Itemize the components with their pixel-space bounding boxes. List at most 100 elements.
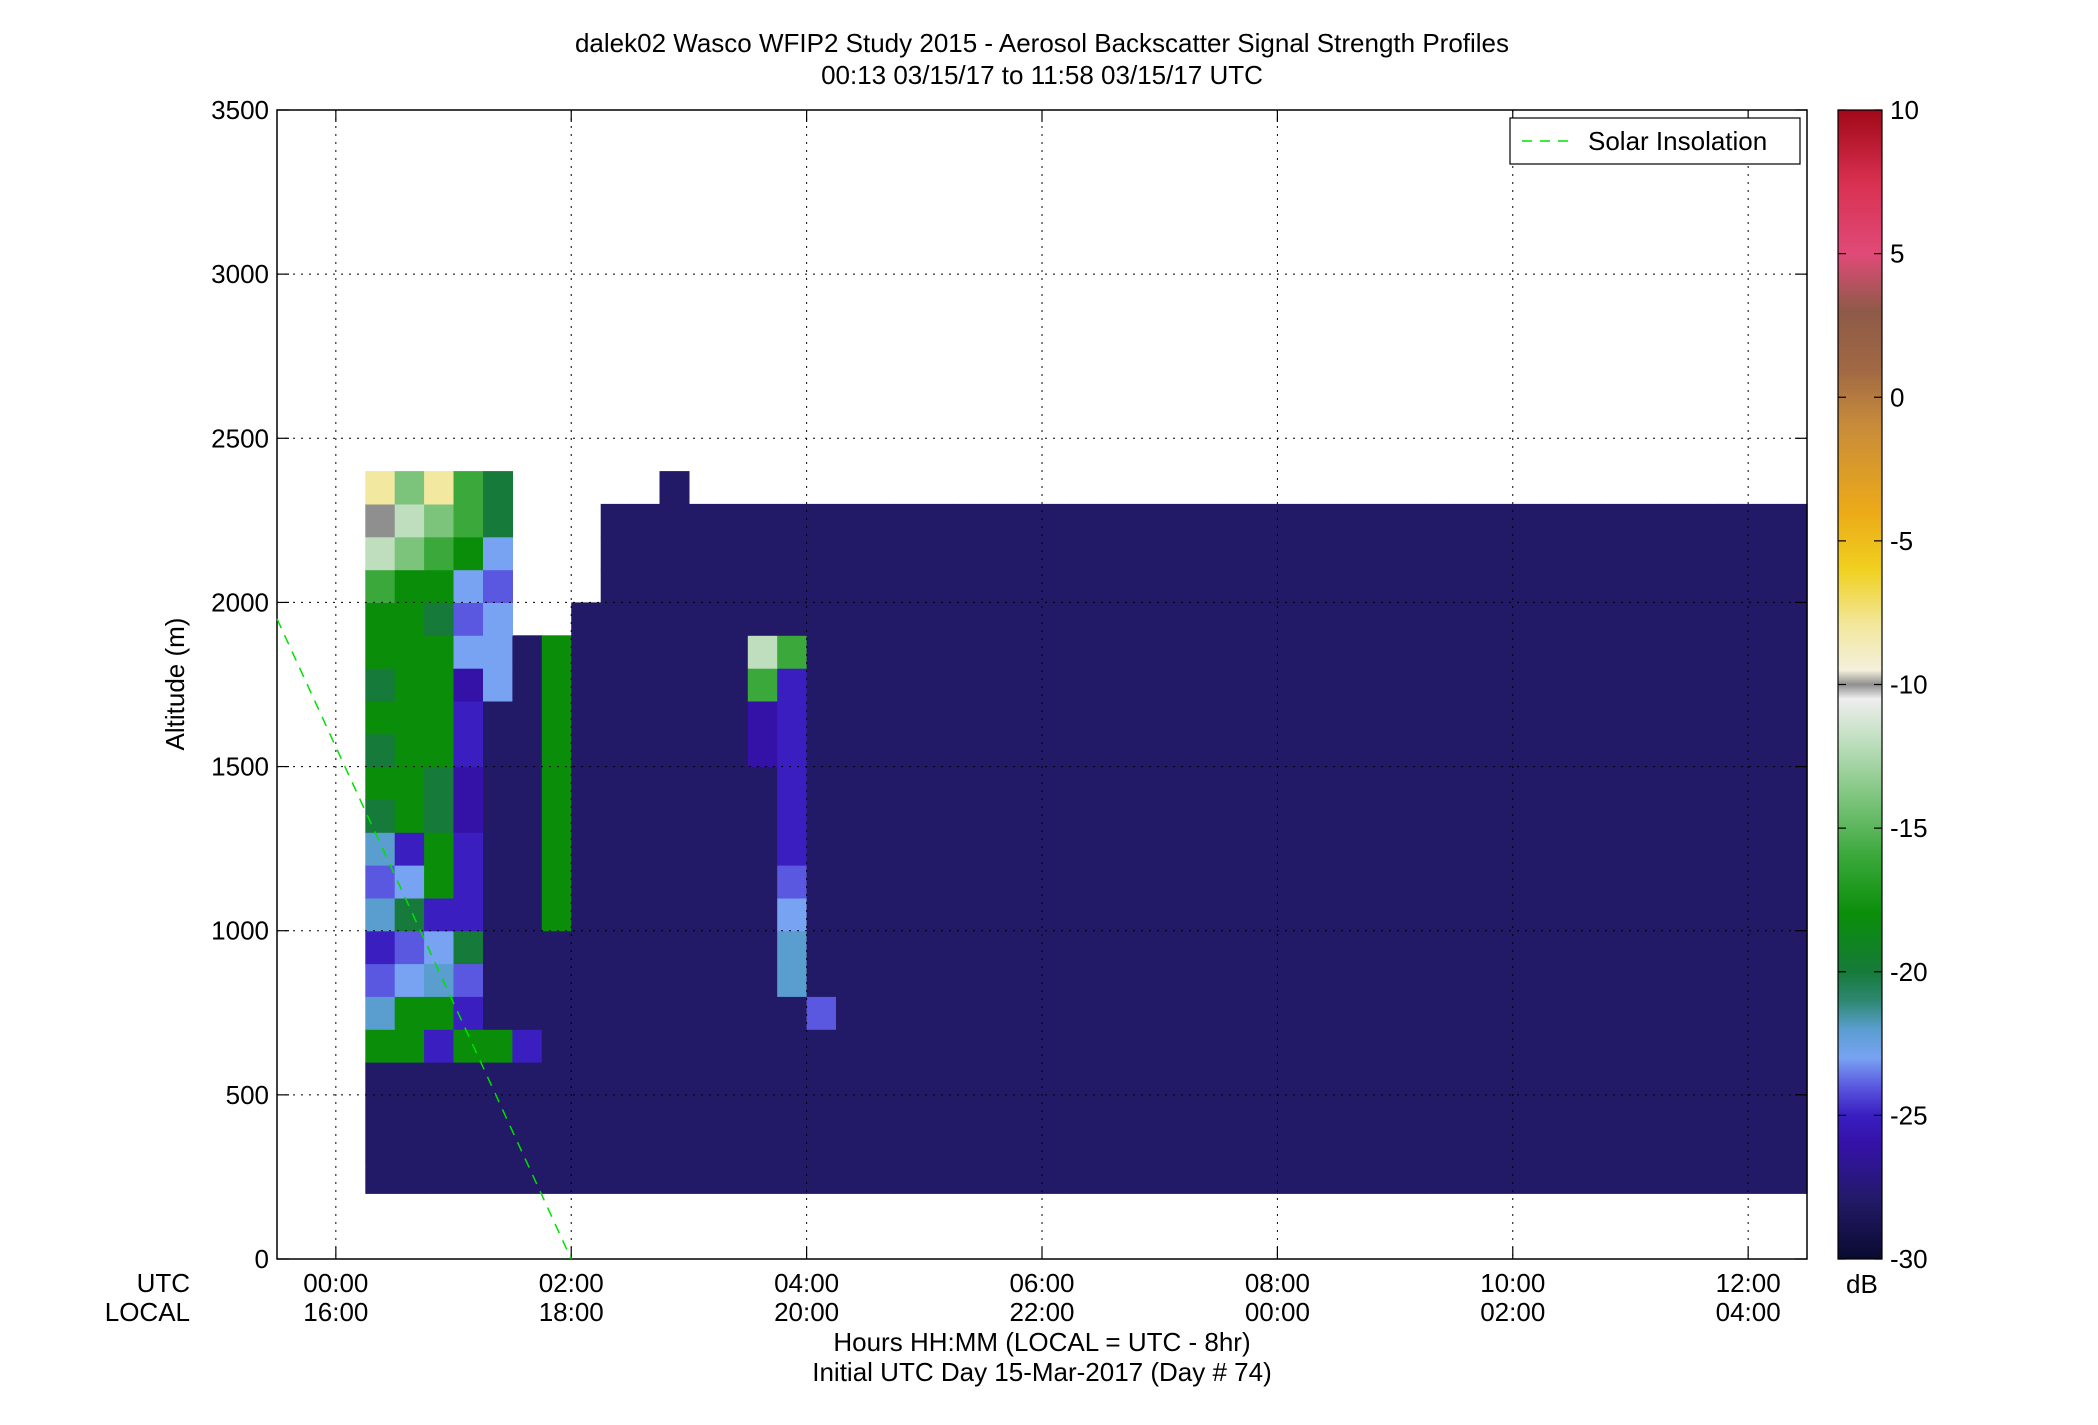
heatmap-cell <box>718 799 749 833</box>
heatmap-cell <box>1365 799 1396 833</box>
x-tick-label-local: 04:00 <box>1716 1297 1781 1327</box>
heatmap-cell <box>1365 897 1396 932</box>
heatmap-cell <box>1777 1094 1808 1129</box>
heatmap-cell <box>1571 1160 1602 1194</box>
heatmap-cell <box>806 536 837 571</box>
heatmap-cell <box>865 503 896 538</box>
colorbar-ticks: 10 5 0 -5 -10 -15 -20 -25 -30 <box>1838 95 1928 1274</box>
heatmap-cell <box>1277 536 1308 571</box>
heatmap-cell <box>1571 996 1602 1030</box>
heatmap-cell <box>1306 1127 1337 1162</box>
heatmap-cell <box>365 930 396 965</box>
heatmap-cell <box>777 799 808 833</box>
heatmap-cell <box>571 1127 602 1162</box>
heatmap-cell <box>983 1029 1014 1063</box>
heatmap-cell <box>983 668 1014 702</box>
heatmap-cell <box>1542 1029 1573 1063</box>
y-axis-label: Altitude (m) <box>160 618 190 751</box>
heatmap-cell <box>394 668 425 702</box>
heatmap-cell <box>365 1160 396 1194</box>
solar-insolation-line <box>276 618 572 1260</box>
colorbar-tick-label: -15 <box>1890 813 1928 843</box>
heatmap-cell <box>1453 963 1484 997</box>
heatmap-cell <box>1659 1160 1690 1194</box>
heatmap-cell <box>1248 1094 1278 1129</box>
heatmap-cell <box>600 700 631 735</box>
heatmap-cell <box>688 832 719 866</box>
heatmap-cell <box>1483 569 1514 603</box>
heatmap-cell <box>1512 897 1543 932</box>
heatmap-cell <box>512 1160 543 1194</box>
heatmap-cell <box>894 1062 925 1096</box>
heatmap-cell <box>983 963 1014 997</box>
heatmap-cell <box>1130 1094 1161 1129</box>
heatmap-cell <box>1689 1127 1720 1162</box>
legend-label: Solar Insolation <box>1588 126 1767 156</box>
x-tick-label-utc: 10:00 <box>1480 1268 1545 1298</box>
heatmap-cell <box>777 930 808 965</box>
heatmap-cell <box>1042 1094 1072 1129</box>
heatmap-cell <box>1571 766 1602 800</box>
heatmap-cell <box>1306 635 1337 669</box>
heatmap-cell <box>1248 602 1278 636</box>
heatmap-cell <box>1218 1094 1249 1129</box>
heatmap-cell <box>483 503 513 538</box>
heatmap-cell <box>1071 602 1102 636</box>
heatmap-cell <box>865 635 896 669</box>
heatmap-cell <box>953 1029 984 1063</box>
heatmap-cell <box>1248 963 1278 997</box>
heatmap-cell <box>453 635 484 669</box>
heatmap-cell <box>836 1094 866 1129</box>
heatmap-cell <box>953 1062 984 1096</box>
heatmap-cell <box>659 503 690 538</box>
heatmap-cell <box>718 503 749 538</box>
heatmap-cell <box>718 1127 749 1162</box>
heatmap-cell <box>836 996 866 1030</box>
heatmap-cell <box>1542 503 1573 538</box>
heatmap-cell <box>1042 897 1072 932</box>
heatmap-cell <box>1248 799 1278 833</box>
heatmap-cell <box>747 897 778 932</box>
heatmap-cell <box>1571 536 1602 571</box>
heatmap-cell <box>1659 602 1690 636</box>
heatmap-cell <box>1512 930 1543 965</box>
heatmap-cell <box>1159 569 1190 603</box>
heatmap-cell <box>865 897 896 932</box>
heatmap-cell <box>1365 700 1396 735</box>
heatmap-cell <box>777 503 808 538</box>
heatmap-cell <box>1748 799 1779 833</box>
heatmap-cell <box>600 602 631 636</box>
heatmap-cell <box>1071 799 1102 833</box>
heatmap-cell <box>365 668 396 702</box>
heatmap-cell <box>1483 996 1514 1030</box>
heatmap-cell <box>1248 996 1278 1030</box>
heatmap-cell <box>424 963 455 997</box>
heatmap-cell <box>541 1062 572 1096</box>
heatmap-cell <box>1218 668 1249 702</box>
heatmap-cell <box>365 471 396 505</box>
heatmap-cell <box>1100 602 1131 636</box>
heatmap-cell <box>1718 996 1749 1030</box>
heatmap-cell <box>1777 1029 1808 1063</box>
heatmap-cell <box>1042 1062 1072 1096</box>
heatmap-cell <box>1512 635 1543 669</box>
heatmap-cell <box>953 700 984 735</box>
heatmap-cell <box>924 1160 955 1194</box>
heatmap-cell <box>953 1160 984 1194</box>
heatmap-cell <box>1159 1062 1190 1096</box>
heatmap-cell <box>1630 963 1661 997</box>
heatmap-cell <box>1277 1062 1308 1096</box>
heatmap-cell <box>600 1029 631 1063</box>
heatmap-cell <box>394 1127 425 1162</box>
heatmap-cell <box>483 1127 513 1162</box>
heatmap-cell <box>424 1160 455 1194</box>
heatmap-cell <box>1571 897 1602 932</box>
heatmap-cell <box>1748 897 1779 932</box>
heatmap-cell <box>747 996 778 1030</box>
heatmap-cell <box>983 832 1014 866</box>
heatmap-cell <box>1659 766 1690 800</box>
heatmap-cell <box>1042 1127 1072 1162</box>
heatmap-cell <box>571 865 602 899</box>
heatmap-cell <box>836 602 866 636</box>
heatmap-cell <box>1218 897 1249 932</box>
